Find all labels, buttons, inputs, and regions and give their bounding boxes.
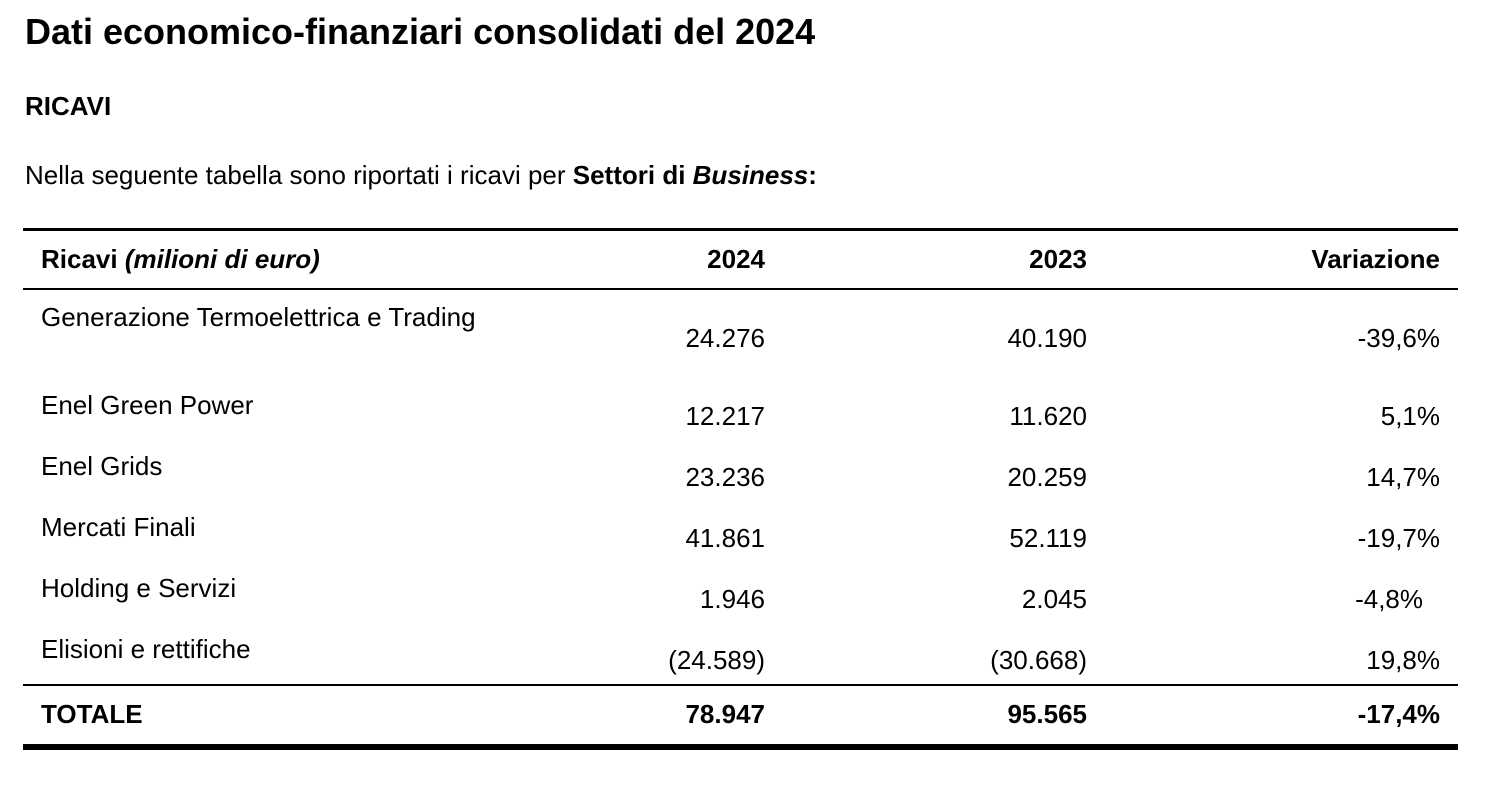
revenue-table: Ricavi (milioni di euro) 2024 2023 Varia… (23, 228, 1458, 750)
row-variation: -39,6% (1357, 322, 1440, 353)
row-label: Holding e Servizi (41, 572, 237, 603)
header-variation: Variazione (1105, 228, 1458, 290)
row-value-2023: 20.259 (1007, 462, 1087, 492)
row-label: Enel Grids (41, 450, 163, 481)
total-value-2023: 95.565 (783, 683, 1105, 750)
row-value-2023: 52.119 (1009, 523, 1087, 553)
intro-bold-italic-text: Business (692, 160, 809, 190)
table-row: Elisioni e rettifiche (24.589) (30.668) … (23, 624, 1458, 685)
table-row: Enel Grids 23.236 20.259 14,7% (23, 441, 1458, 502)
table-row: Enel Green Power 12.217 11.620 5,1% (23, 380, 1458, 441)
table-header: Ricavi (milioni di euro) 2024 2023 Varia… (23, 228, 1458, 290)
intro-text: Nella seguente tabella sono riportati i … (25, 160, 573, 190)
row-value-2024: (24.589) (668, 644, 765, 675)
row-variation: -4,8% (1355, 584, 1423, 614)
section-heading: RICAVI (25, 91, 112, 121)
total-label: TOTALE (23, 683, 593, 750)
row-label: Mercati Finali (41, 511, 196, 542)
header-label-unit: (milioni di euro) (124, 243, 320, 274)
header-label-bold: Ricavi (41, 243, 125, 274)
row-value-2024: 41.861 (685, 523, 765, 553)
row-variation: 5,1% (1380, 401, 1440, 431)
total-variation: -17,4% (1105, 683, 1458, 750)
row-value-2024: 23.236 (685, 462, 765, 492)
table-footer: TOTALE 78.947 95.565 -17,4% (23, 683, 1458, 750)
intro-bold-text: Settori di (572, 160, 693, 190)
total-row: TOTALE 78.947 95.565 -17,4% (23, 683, 1458, 750)
row-value-2023: (30.668) (990, 644, 1087, 675)
intro-paragraph: Nella seguente tabella sono riportati i … (25, 159, 817, 191)
header-row: Ricavi (milioni di euro) 2024 2023 Varia… (23, 228, 1458, 290)
intro-suffix: : (808, 160, 817, 190)
row-value-2023: 11.620 (1009, 401, 1087, 431)
table-row: Mercati Finali 41.861 52.119 -19,7% (23, 502, 1458, 563)
row-variation: -19,7% (1357, 523, 1440, 553)
revenue-table-container: Ricavi (milioni di euro) 2024 2023 Varia… (23, 228, 1458, 750)
row-variation: 14,7% (1366, 462, 1440, 492)
row-value-2023: 40.190 (1007, 322, 1087, 353)
header-label: Ricavi (milioni di euro) (23, 228, 593, 290)
table-row: Holding e Servizi 1.946 2.045 -4,8% (23, 563, 1458, 624)
header-2023: 2023 (783, 228, 1105, 290)
row-value-2024: 12.217 (685, 401, 765, 431)
row-variation: 19,8% (1366, 644, 1440, 675)
row-label: Enel Green Power (41, 389, 254, 420)
header-2024: 2024 (593, 228, 783, 290)
table-row: Generazione Termoelettrica e Trading 24.… (23, 289, 1458, 380)
document-title: Dati economico-finanziari consolidati de… (25, 11, 816, 52)
row-value-2024: 24.276 (685, 322, 765, 353)
total-value-2024: 78.947 (593, 683, 783, 750)
table-body: Generazione Termoelettrica e Trading 24.… (23, 289, 1458, 685)
row-value-2023: 2.045 (1021, 584, 1087, 614)
row-label: Elisioni e rettifiche (41, 633, 251, 664)
row-label: Generazione Termoelettrica e Trading (41, 301, 476, 332)
row-value-2024: 1.946 (699, 584, 765, 614)
